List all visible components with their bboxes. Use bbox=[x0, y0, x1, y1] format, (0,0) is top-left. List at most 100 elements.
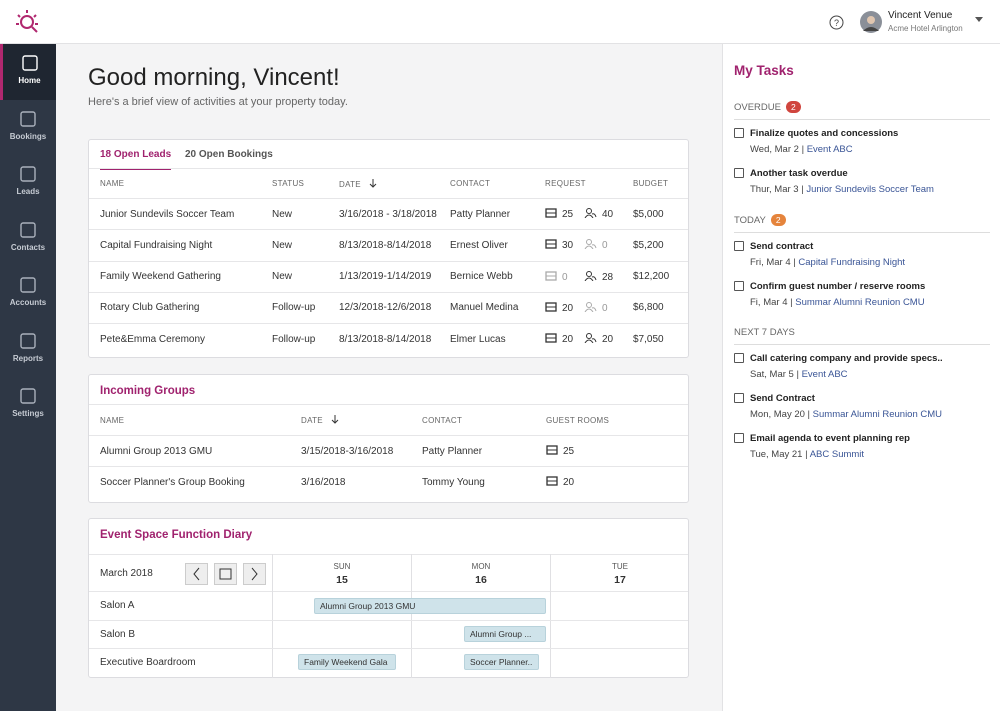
lead-row[interactable]: Family Weekend Gathering New 1/13/2019-1… bbox=[89, 260, 688, 292]
nav-item[interactable]: Bookings bbox=[0, 100, 56, 156]
nav-item[interactable]: Leads bbox=[0, 155, 56, 211]
nav-label[interactable]: Leads bbox=[16, 187, 40, 196]
dropdown-caret[interactable] bbox=[975, 17, 983, 23]
column-header[interactable]: DATE bbox=[339, 178, 377, 189]
room-icon bbox=[546, 445, 558, 455]
room-icon bbox=[545, 208, 557, 218]
task-link[interactable]: Summar Alumni Reunion CMU bbox=[795, 297, 925, 308]
task-section: OVERDUE 2 Finalize quotes and concessions W… bbox=[734, 101, 990, 208]
task-link[interactable]: Summar Alumni Reunion CMU bbox=[812, 409, 943, 420]
task-item: Finalize quotes and concessions Wed, Mar … bbox=[734, 128, 990, 155]
room-icon bbox=[545, 333, 557, 343]
group-cell: 3/15/2018-3/16/2018 bbox=[301, 445, 394, 457]
nav-label[interactable]: Home bbox=[18, 76, 41, 85]
event-block[interactable]: Soccer Planner.. bbox=[464, 654, 539, 670]
room-name: Salon A bbox=[100, 600, 135, 611]
sort-arrow[interactable] bbox=[331, 415, 339, 424]
section-header: TODAY 2 bbox=[734, 214, 990, 233]
rooms-count: 20 bbox=[562, 334, 574, 346]
event-block[interactable]: Family Weekend Gala bbox=[298, 654, 396, 670]
lead-date: 1/13/2019-1/14/2019 bbox=[339, 271, 432, 283]
event-block[interactable]: Alumni Group 2013 GMU bbox=[314, 598, 546, 614]
sort-arrow[interactable] bbox=[369, 178, 377, 188]
user-name[interactable]: Vincent Venue bbox=[888, 10, 953, 21]
rooms-count: 30 bbox=[562, 240, 574, 252]
prev-button[interactable] bbox=[185, 563, 208, 585]
task-date: Fri, Mar 4 bbox=[750, 257, 798, 268]
nav-label[interactable]: Accounts bbox=[9, 298, 47, 307]
room-name: Executive Boardroom bbox=[100, 657, 196, 668]
guest-icon bbox=[584, 270, 597, 281]
task-checkbox[interactable] bbox=[734, 433, 744, 443]
guest-icon bbox=[584, 333, 597, 344]
column-label: GUEST ROOMS bbox=[546, 415, 610, 425]
nav-label[interactable]: Contacts bbox=[10, 242, 46, 252]
next-button[interactable] bbox=[243, 563, 266, 585]
card-title: Event Space Function Diary bbox=[100, 529, 253, 541]
main: Good morning, Vincent! Here's a brief vi… bbox=[56, 44, 722, 711]
task-date: Wed, Mar 2 bbox=[750, 144, 807, 155]
top-bar: ? Vincent Venue Acme Hotel Arlington bbox=[0, 0, 1000, 44]
section-label: NEXT 7 DAYS bbox=[734, 327, 795, 338]
tab[interactable]: 18 Open Leads bbox=[100, 149, 172, 170]
task-title: Another task overdue bbox=[750, 168, 848, 179]
help-icon[interactable]: ? bbox=[829, 15, 844, 30]
task-link[interactable]: Event ABC bbox=[801, 369, 848, 380]
rooms-count: 25 bbox=[562, 209, 574, 220]
nav-icon bbox=[20, 277, 36, 293]
nav-label[interactable]: Settings bbox=[12, 409, 44, 418]
day-column: SUN 15 bbox=[272, 554, 411, 678]
task-checkbox[interactable] bbox=[734, 168, 744, 178]
nav-item[interactable]: Contacts bbox=[0, 211, 56, 267]
nav-item[interactable]: Reports bbox=[0, 322, 56, 378]
day-number: 17 bbox=[614, 574, 626, 586]
task-checkbox[interactable] bbox=[734, 353, 744, 363]
column-header: REQUEST bbox=[545, 179, 586, 188]
task-date: Tue, May 21 bbox=[750, 449, 810, 460]
lead-status: New bbox=[272, 208, 293, 220]
column-header: CONTACT bbox=[422, 416, 462, 425]
group-row[interactable]: Alumni Group 2013 GMU 3/15/2018-3/16/2018… bbox=[89, 435, 688, 466]
task-link[interactable]: Capital Fundraising Night bbox=[798, 257, 906, 268]
nav-icon bbox=[20, 166, 36, 182]
task-date: Thur, Mar 3 bbox=[750, 184, 806, 195]
nav-item[interactable]: Settings bbox=[0, 377, 56, 433]
lead-row[interactable]: Junior Sundevils Soccer Team New 3/16/20… bbox=[89, 198, 688, 229]
lead-row[interactable]: Rotary Club Gathering Follow-up 12/3/201… bbox=[89, 291, 688, 323]
task-checkbox[interactable] bbox=[734, 241, 744, 251]
nav-label[interactable]: Reports bbox=[12, 353, 44, 363]
day-name: SUN bbox=[333, 562, 351, 571]
column-label: BUDGET bbox=[633, 179, 669, 188]
task-item: Send Contract Mon, May 20Summar Alumni Re… bbox=[734, 393, 990, 420]
task-checkbox[interactable] bbox=[734, 393, 744, 403]
nav-item[interactable]: Accounts bbox=[0, 266, 56, 322]
svg-text:?: ? bbox=[834, 18, 839, 28]
column-header: BUDGET bbox=[633, 179, 668, 188]
event-block[interactable]: Alumni Group ... bbox=[464, 626, 546, 642]
task-checkbox[interactable] bbox=[734, 281, 744, 291]
tab[interactable]: 20 Open Bookings bbox=[185, 149, 273, 160]
guests-count: 40 bbox=[602, 209, 614, 220]
column-header[interactable]: DATE bbox=[301, 415, 339, 425]
lead-row[interactable]: Pete&Emma Ceremony Follow-up 8/13/2018-8… bbox=[89, 323, 688, 354]
task-checkbox[interactable] bbox=[734, 128, 744, 138]
task-link[interactable]: Junior Sundevils Soccer Team bbox=[806, 184, 934, 195]
task-link[interactable]: Event ABC bbox=[806, 144, 853, 155]
group-cell: Soccer Planner's Group Booking bbox=[100, 476, 245, 488]
tasks-title: My Tasks bbox=[734, 63, 794, 78]
task-date: Mon, May 20 bbox=[750, 409, 813, 420]
task-link[interactable]: ABC Summit bbox=[809, 449, 865, 460]
avatar[interactable] bbox=[860, 11, 882, 33]
leads-card: 18 Open Leads 20 Open Bookings NAME STATUS D… bbox=[88, 139, 689, 358]
room-row: Executive Boardroom bbox=[89, 648, 688, 676]
lead-row[interactable]: Capital Fundraising Night New 8/13/2018-… bbox=[89, 229, 688, 260]
group-row[interactable]: Soccer Planner's Group Booking 3/16/2018 T… bbox=[89, 466, 688, 497]
nav-label[interactable]: Bookings bbox=[9, 131, 47, 141]
task-item: Another task overdue Thur, Mar 3Junior Su… bbox=[734, 168, 990, 195]
task-section: TODAY 2 Send contract Fri, Mar 4Capital Fun… bbox=[734, 214, 990, 321]
diary-month: March 2018 bbox=[100, 568, 153, 579]
calendar-button[interactable] bbox=[214, 563, 237, 585]
group-cell: Patty Planner bbox=[422, 445, 483, 457]
nav-icon bbox=[21, 55, 38, 71]
nav-item[interactable]: Home bbox=[0, 44, 56, 100]
